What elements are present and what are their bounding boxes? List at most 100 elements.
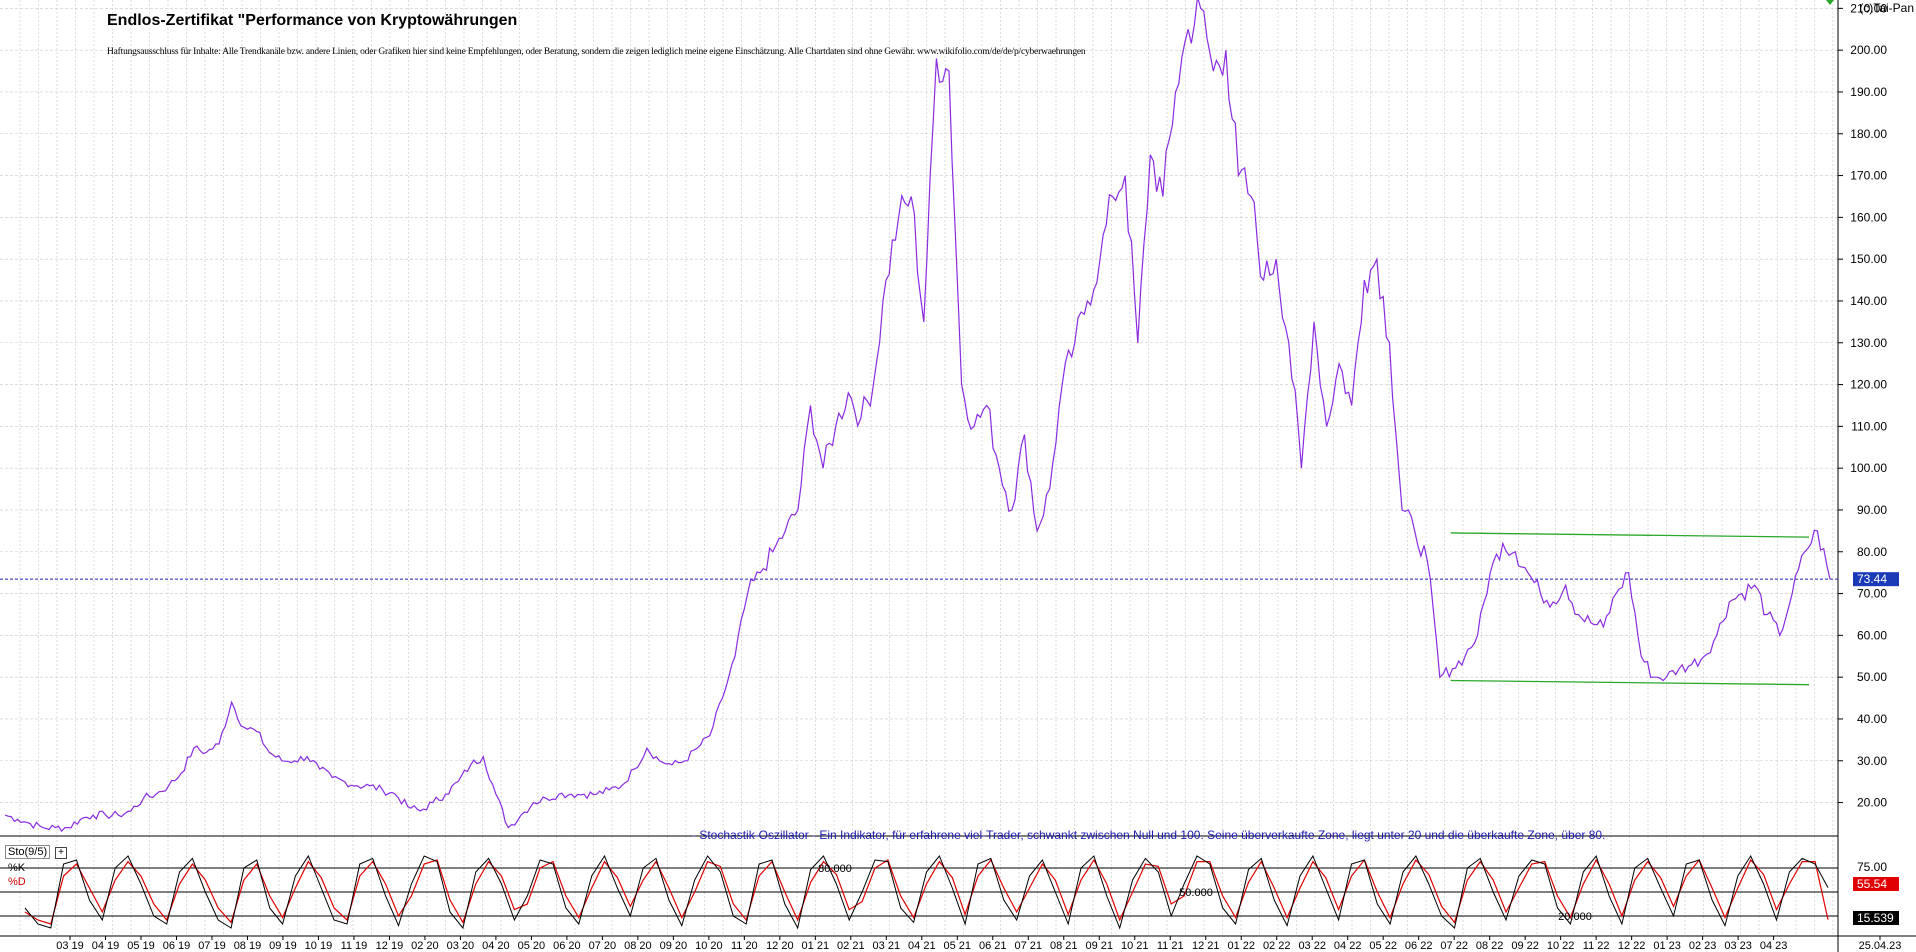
x-tick-label: 05 20 — [518, 940, 546, 952]
x-tick-label: 02 23 — [1689, 940, 1717, 952]
x-tick-label: 03 19 — [56, 940, 84, 952]
x-tick-label: 06 20 — [553, 940, 581, 952]
x-tick-label: 04 22 — [1334, 940, 1362, 952]
oscillator-level-label: 80.000 — [818, 863, 852, 875]
y-tick-label: 160.00 — [1850, 210, 1887, 224]
x-tick-label: 06 22 — [1405, 940, 1433, 952]
y-tick-label: 60.00 — [1857, 628, 1887, 642]
x-axis-ticks: 03 19 04 19 05 19 06 19 07 19 08 19 09 19 10 19… — [56, 936, 1901, 952]
y-tick-label: 90.00 — [1857, 503, 1887, 517]
y-tick-label: 170.00 — [1850, 169, 1887, 183]
y-tick-label: 130.00 — [1850, 336, 1887, 350]
x-tick-label: 10 20 — [695, 940, 723, 952]
x-tick-label: 03 21 — [873, 940, 901, 952]
x-tick-label: 11 21 — [1157, 940, 1184, 952]
y-tick-label: 180.00 — [1850, 127, 1887, 141]
x-tick-label: 02 22 — [1263, 940, 1291, 952]
indicator-label[interactable]: Sto(9/5) — [5, 845, 51, 859]
x-tick-label: 01 21 — [802, 940, 830, 952]
x-tick-label: 12 19 — [376, 940, 404, 952]
x-tick-label: 08 19 — [234, 940, 262, 952]
x-tick-label: 07 21 — [1015, 940, 1043, 952]
stochastic-k-line — [24, 854, 1829, 930]
x-tick-label: 07 22 — [1440, 940, 1468, 952]
x-tick-label: 06 21 — [979, 940, 1007, 952]
y-tick-label: 80.00 — [1857, 545, 1887, 559]
x-tick-label: 04 19 — [92, 940, 120, 952]
x-tick-label: 09 19 — [269, 940, 297, 952]
y-tick-label: 110.00 — [1851, 419, 1887, 433]
stochastic-d-line — [24, 858, 1829, 925]
x-tick-label: 05 19 — [127, 940, 155, 952]
trend-channel — [1450, 532, 1810, 686]
x-tick-label: 12 20 — [766, 940, 794, 952]
x-tick-label: 03 22 — [1298, 940, 1326, 952]
y-axis-ticks: 20.00 30.00 40.00 50.00 60.00 70.00 80.00 90.00… — [1838, 1, 1887, 926]
d-legend-label: %D — [8, 876, 26, 888]
y-tick-label: 120.00 — [1850, 378, 1887, 392]
channel-line — [1450, 532, 1810, 538]
x-tick-label: 11 20 — [731, 940, 758, 952]
y-tick-label: 50.00 — [1857, 670, 1887, 684]
x-tick-label: 06 19 — [163, 940, 191, 952]
x-tick-label: 11 19 — [341, 940, 368, 952]
y-tick-label: 40.00 — [1857, 712, 1887, 726]
current-value-badge: 73.44 — [1857, 572, 1887, 586]
y-tick-label: 200.00 — [1850, 43, 1887, 57]
x-tick-label: 03 20 — [447, 940, 475, 952]
x-tick-label: 07 20 — [589, 940, 617, 952]
value-badges: 73.44 55.54 15.539 — [1853, 572, 1899, 925]
oscillator-level-labels: 80.000 50.000 20.000 — [818, 863, 1592, 923]
x-tick-label: 25.04.23 — [1859, 940, 1902, 952]
x-tick-label: 02 20 — [411, 940, 439, 952]
x-tick-label: 11 22 — [1583, 940, 1610, 952]
k-value-badge: 55.54 — [1857, 877, 1887, 891]
oscillator-grid — [0, 867, 1838, 917]
y-tick-label: 30.00 — [1857, 754, 1887, 768]
x-tick-label: 09 22 — [1511, 940, 1539, 952]
x-tick-label: 09 21 — [1085, 940, 1113, 952]
x-tick-label: 04 20 — [482, 940, 510, 952]
oscillator-description: - Stochastik-Oszillator - Ein Indikator,… — [692, 828, 1606, 842]
x-tick-label: 01 22 — [1227, 940, 1255, 952]
x-tick-label: 08 21 — [1050, 940, 1078, 952]
d-value-badge-bg — [1853, 911, 1899, 925]
horizontal-grid — [0, 8, 1838, 803]
y-tick-label: 20.00 — [1857, 796, 1887, 810]
oscillator-level-label: 20.000 — [1558, 911, 1592, 923]
x-tick-label: 09 20 — [660, 940, 688, 952]
x-tick-label: 12 22 — [1618, 940, 1646, 952]
x-tick-label: 08 22 — [1476, 940, 1504, 952]
x-tick-label: 04 23 — [1760, 940, 1788, 952]
y-tick-label: 210.00 — [1850, 1, 1887, 15]
y-tick-label: 150.00 — [1850, 252, 1887, 266]
k-value-badge-bg — [1853, 877, 1899, 891]
marker-icon — [1826, 0, 1834, 5]
x-tick-label: 07 19 — [198, 940, 226, 952]
x-tick-label: 12 21 — [1192, 940, 1220, 952]
x-tick-label: 04 21 — [908, 940, 936, 952]
copyright-label: (c)Tai-Pan — [1859, 1, 1914, 15]
k-legend-label: %K — [8, 862, 26, 874]
price-series-line — [4, 0, 1831, 833]
y-tick-label: 100.00 — [1850, 461, 1887, 475]
disclaimer-text: Haftungsausschluss für Inhalte: Alle Tre… — [107, 47, 1086, 57]
channel-line — [1450, 679, 1810, 686]
expand-indicator-icon[interactable]: + — [55, 847, 67, 859]
y-tick-label: 140.00 — [1850, 294, 1887, 308]
x-tick-label: 05 22 — [1369, 940, 1397, 952]
x-tick-label: 03 23 — [1724, 940, 1752, 952]
x-tick-label: 10 21 — [1121, 940, 1149, 952]
y-tick-label: 190.00 — [1850, 85, 1887, 99]
x-tick-label: 08 20 — [624, 940, 652, 952]
chart-title: Endlos-Zertifikat "Performance von Krypt… — [107, 12, 518, 29]
osc-tick-label: 75.00 — [1857, 860, 1887, 874]
x-tick-label: 02 21 — [837, 940, 865, 952]
x-tick-label: 05 21 — [944, 940, 972, 952]
x-tick-label: 10 22 — [1547, 940, 1575, 952]
y-tick-label: 70.00 — [1857, 587, 1887, 601]
oscillator-level-label: 50.000 — [1179, 887, 1213, 899]
x-tick-label: 10 19 — [305, 940, 333, 952]
x-tick-label: 01 23 — [1653, 940, 1681, 952]
